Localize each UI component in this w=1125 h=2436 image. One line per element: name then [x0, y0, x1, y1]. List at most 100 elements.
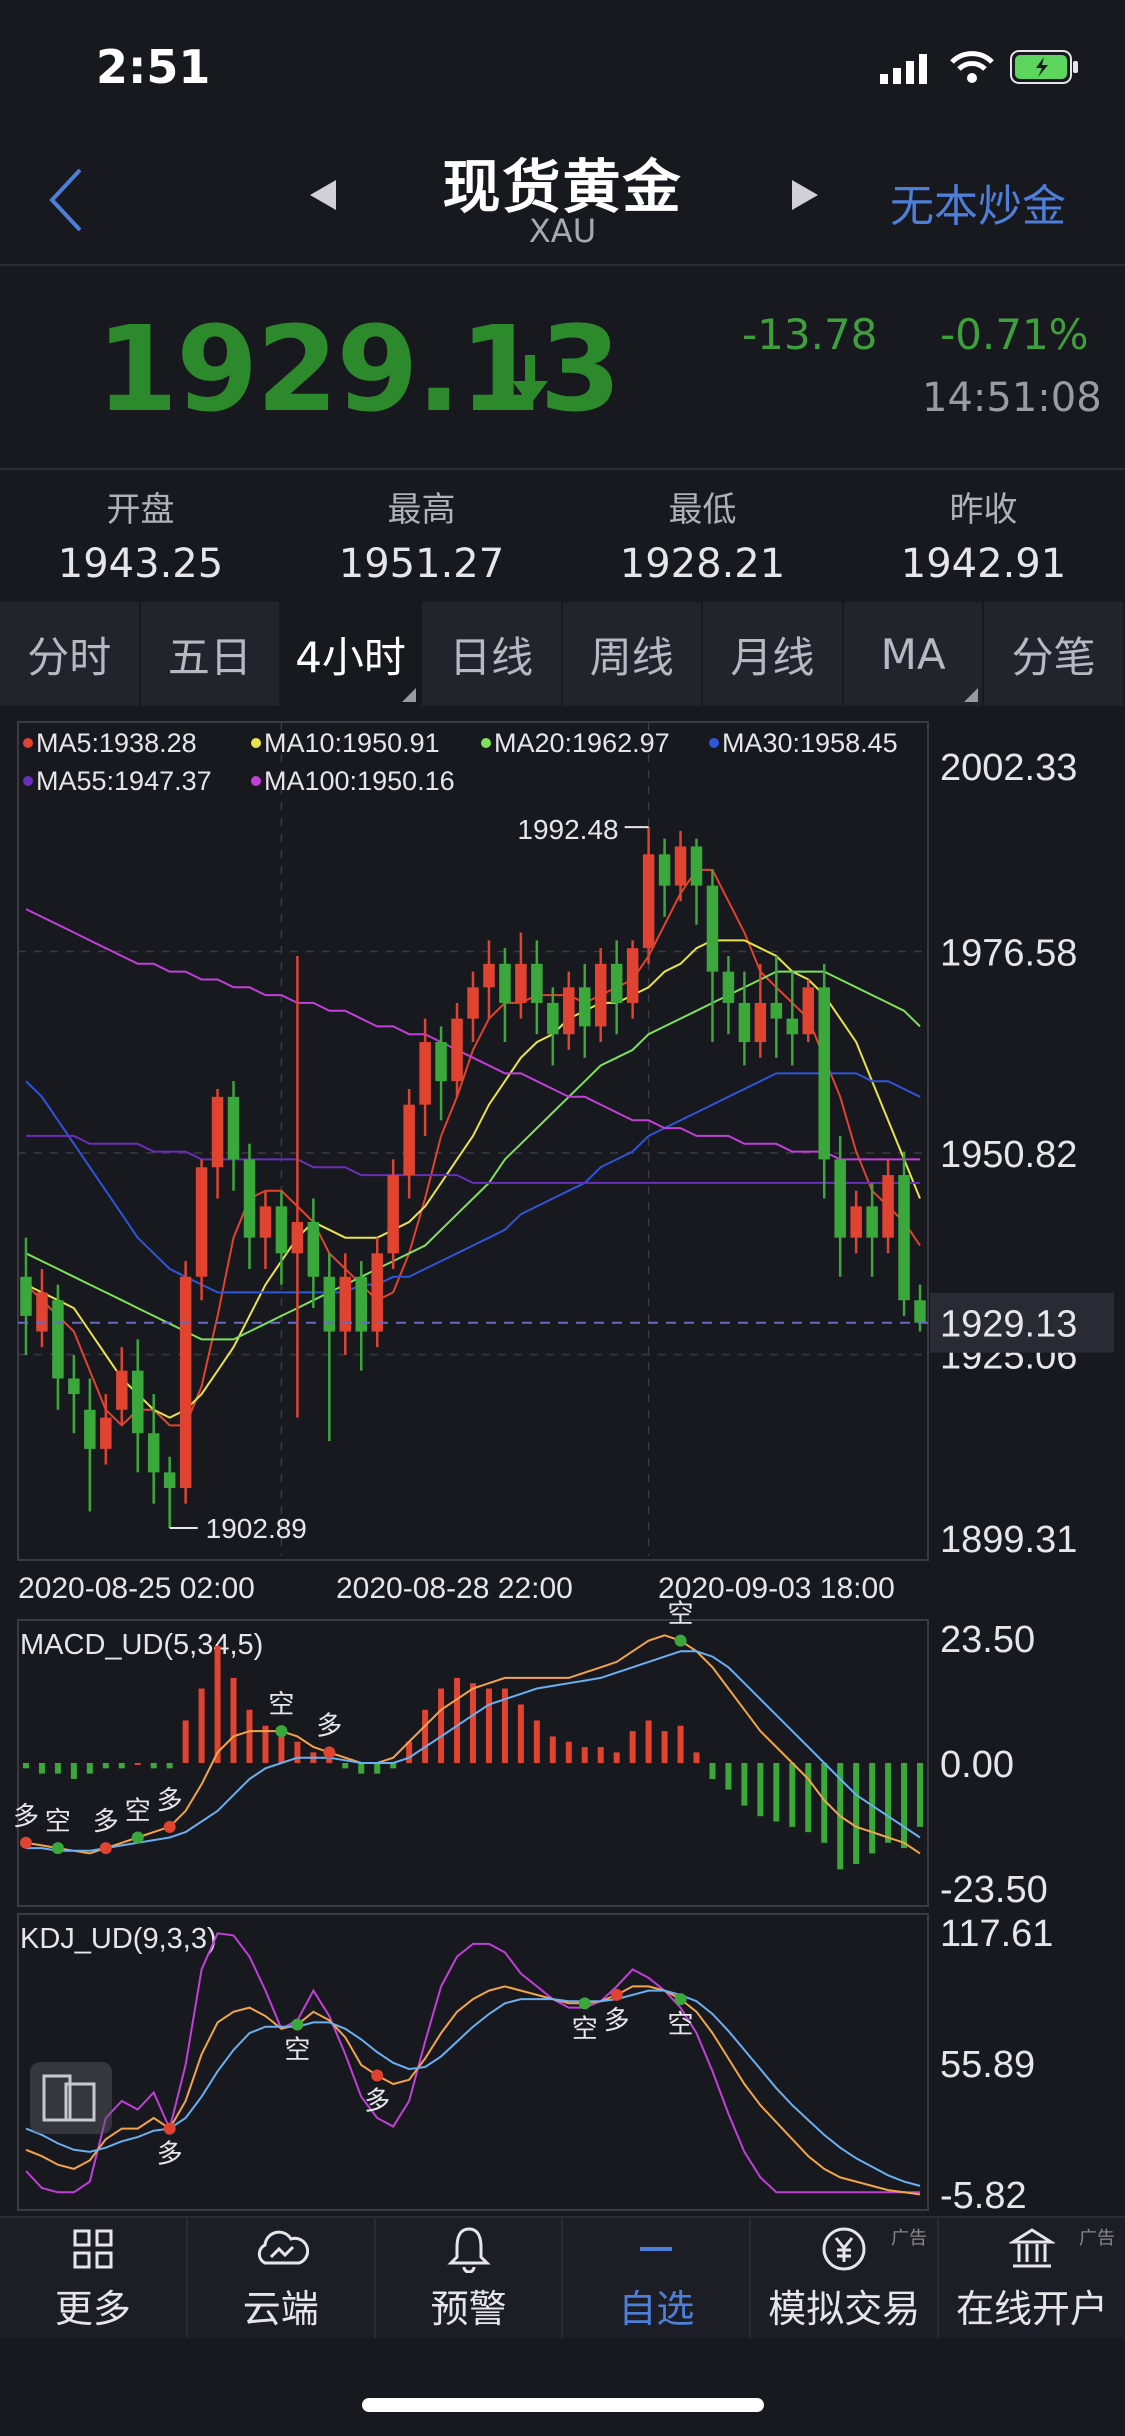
macd-bar: [853, 1763, 860, 1865]
nav-more[interactable]: 更多: [0, 2218, 188, 2338]
stat-high: 最高 1951.27: [281, 482, 562, 587]
macd-bar: [725, 1763, 732, 1790]
tab-4-hour[interactable]: 4小时: [281, 602, 422, 706]
next-instrument-button[interactable]: [790, 178, 820, 216]
candle-body: [914, 1300, 926, 1323]
nav-sim-trade[interactable]: 广告 模拟交易: [751, 2218, 940, 2338]
macd-bar: [629, 1731, 636, 1763]
tab-five-day[interactable]: 五日: [141, 602, 282, 706]
chart-area[interactable]: 2002.331976.581950.821925.061899.311929.…: [0, 718, 1125, 2212]
y-tick-label: -5.82: [940, 2175, 1027, 2212]
stat-value: 1943.25: [57, 541, 224, 587]
signal-label: 空: [45, 1807, 71, 1837]
macd-bar: [917, 1763, 924, 1827]
nav-label: 自选: [618, 2286, 695, 2331]
candle-body: [147, 1433, 160, 1473]
stat-open: 开盘 1943.25: [0, 482, 281, 587]
ma-line-ma10: [25, 939, 921, 1419]
candle-body: [36, 1292, 48, 1332]
main-panel-frame: [17, 721, 929, 1561]
signal-dot: [51, 1842, 64, 1855]
candle-body: [515, 963, 527, 1003]
candle-body: [100, 1417, 112, 1449]
tab-label: 4小时: [295, 632, 406, 682]
float-tool-button[interactable]: [30, 2062, 112, 2134]
macd-bar: [501, 1688, 508, 1763]
nav-open-account[interactable]: 广告 在线开户: [939, 2218, 1125, 2338]
bell-icon: [446, 2226, 491, 2273]
candle-body: [451, 1018, 463, 1082]
stat-label: 最高: [387, 490, 456, 530]
signal-label: 空: [268, 1690, 294, 1720]
macd-bar: [485, 1688, 492, 1763]
signal-label: 多: [157, 2140, 183, 2170]
macd-bar: [166, 1763, 173, 1769]
nav-label: 更多: [54, 2286, 131, 2331]
candle-body: [770, 1002, 783, 1019]
kdj-panel-frame: [17, 1913, 929, 2211]
tab-ma[interactable]: MA: [844, 602, 985, 706]
candle-body: [20, 1276, 32, 1316]
tab-daily[interactable]: 日线: [422, 602, 563, 706]
signal-label: 多: [316, 1711, 342, 1741]
macd-bar: [677, 1725, 684, 1763]
candle-body: [898, 1175, 910, 1301]
header-link[interactable]: 无本炒金: [890, 181, 1066, 232]
y-tick-label: 1899.31: [940, 1519, 1077, 1561]
stat-low: 最低 1928.21: [562, 482, 843, 587]
candle-body: [227, 1096, 240, 1160]
dropdown-corner-icon: [401, 688, 416, 702]
dash-icon: [640, 2246, 673, 2251]
macd-bar: [597, 1747, 604, 1763]
stat-prev-close: 昨收 1942.91: [843, 482, 1124, 587]
legend-item: MA100:1950.16: [264, 766, 455, 796]
ma-line-ma100: [25, 908, 920, 1161]
macd-panel-frame: [17, 1619, 929, 1907]
tab-monthly[interactable]: 月线: [703, 602, 844, 706]
signal-dot: [275, 1725, 288, 1738]
nav-watchlist[interactable]: 自选: [563, 2218, 752, 2338]
signal-dot: [291, 2018, 304, 2031]
signal-label: 多: [13, 1802, 39, 1832]
back-button[interactable]: [40, 160, 100, 240]
candle-body: [259, 1206, 272, 1238]
tab-label: 周线: [589, 632, 674, 682]
ma-line-ma20: [25, 970, 921, 1341]
candle-body: [371, 1253, 383, 1332]
candle-body: [387, 1175, 399, 1254]
tab-weekly[interactable]: 周线: [563, 602, 704, 706]
candle-body: [722, 971, 735, 1003]
dropdown-corner-icon: [964, 688, 979, 702]
tab-intraday[interactable]: 分时: [0, 602, 141, 706]
tab-label: 五日: [167, 632, 252, 682]
legend-dot: [251, 776, 261, 786]
candle-body: [658, 854, 671, 886]
high-marker-label: 1992.48: [517, 814, 618, 845]
macd-bar: [198, 1688, 205, 1763]
candle-body: [131, 1370, 144, 1434]
macd-bar: [406, 1741, 413, 1763]
candle-body: [547, 1002, 559, 1035]
ma-line-ma55: [26, 1134, 920, 1184]
nav-cloud[interactable]: 云端: [188, 2218, 376, 2338]
ma-line-ma5: [25, 868, 921, 1427]
candle-body: [243, 1159, 256, 1238]
candle-body: [403, 1104, 415, 1176]
nav-alert[interactable]: 预警: [376, 2218, 564, 2338]
prev-instrument-button[interactable]: [308, 178, 338, 216]
triangle-right-icon: [792, 180, 818, 210]
macd-bar: [901, 1763, 908, 1849]
candle-body: [419, 1042, 431, 1105]
candle-body: [52, 1300, 64, 1379]
candle-body: [68, 1378, 80, 1395]
nav-label: 在线开户: [956, 2286, 1109, 2331]
tab-ticks[interactable]: 分笔: [984, 602, 1125, 706]
quote-time: 14:51:08: [922, 375, 1102, 421]
signal-label: 多: [604, 2006, 630, 2036]
macd-bar: [278, 1725, 285, 1763]
candle-body: [355, 1276, 367, 1332]
signal-dot: [674, 1993, 687, 2006]
legend-item: MA20:1962.97: [494, 728, 670, 758]
macd-bar: [374, 1763, 381, 1774]
nav-label: 模拟交易: [768, 2286, 921, 2331]
